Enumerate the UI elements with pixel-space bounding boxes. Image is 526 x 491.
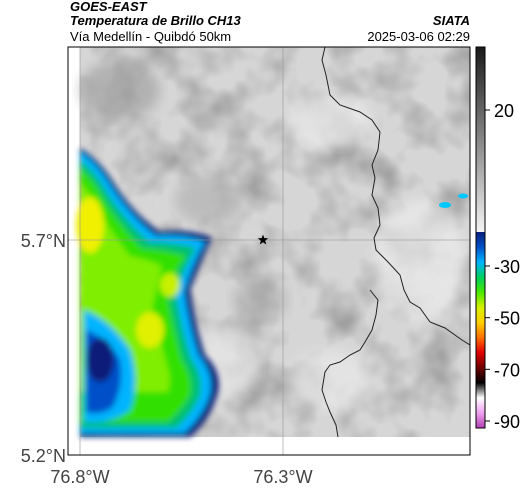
colorbar-tick-label: -90 (494, 412, 520, 432)
colorbar-color-segment (476, 232, 485, 428)
map-frame (67, 46, 471, 456)
product-title: Temperatura de Brillo CH13 (70, 13, 241, 28)
lon-tick-label: 76.8°W (50, 467, 109, 487)
colorbar-tick-label: 20 (494, 101, 514, 121)
colorbar-gray-segment (476, 47, 485, 232)
admin-border-lines (321, 47, 470, 438)
satellite-imagery (76, 47, 470, 437)
lon-tick-label: 76.3°W (253, 467, 312, 487)
lat-tick-label: 5.2°N (21, 446, 66, 466)
colorbar-frame (475, 46, 486, 429)
timestamp-label: 2025-03-06 02:29 (367, 29, 470, 44)
lat-tick-label: 5.7°N (21, 231, 66, 251)
map-plot-area (68, 47, 470, 455)
satellite-title: GOES-EAST (70, 0, 147, 14)
colorbar: 20 -30 -50 -70 -90 (475, 46, 520, 432)
colorbar-tick-label: -70 (494, 360, 520, 380)
small-cold-cells (439, 193, 468, 208)
organization-label: SIATA (432, 13, 470, 28)
colorbar-tick-label: -50 (494, 309, 520, 329)
route-label: Vía Medellín - Quibdó 50km (70, 29, 232, 44)
colorbar-ticks: 20 -30 -50 -70 -90 (485, 101, 520, 432)
map-gridlines (68, 47, 470, 455)
cold-cloud-region (76, 148, 219, 437)
star-icon (257, 234, 269, 245)
colorbar-tick-label: -30 (494, 257, 520, 277)
